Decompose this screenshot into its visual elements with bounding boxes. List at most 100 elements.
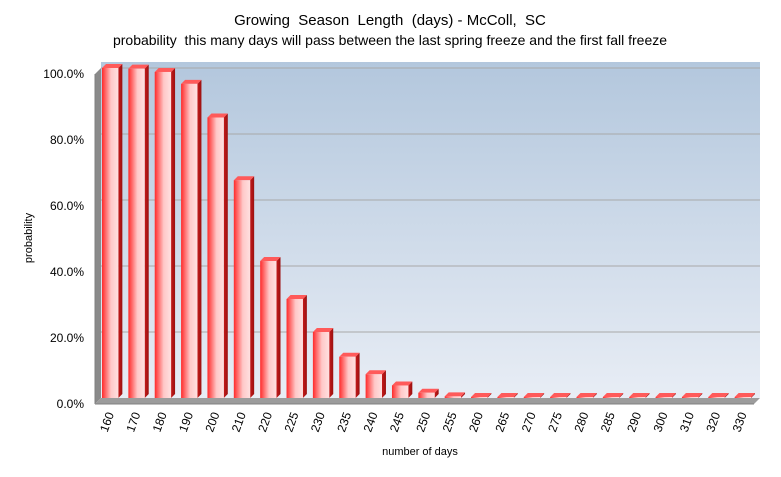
chart-title: Growing Season Length (days) - McColl, S… <box>234 12 546 29</box>
bar <box>497 393 518 398</box>
x-tick-label: 200 <box>202 410 222 434</box>
bar-top <box>471 393 492 397</box>
bar-front <box>681 397 699 398</box>
x-tick-label: 270 <box>519 410 539 434</box>
bar-side <box>513 393 518 398</box>
bar-top <box>312 328 334 332</box>
bar-top <box>418 388 439 393</box>
bar-front <box>576 397 593 398</box>
x-tick-label: 290 <box>624 410 644 434</box>
bar-top <box>734 393 755 397</box>
bar <box>391 381 413 398</box>
bar <box>655 393 676 398</box>
x-tick-label: 160 <box>97 410 117 434</box>
bar-top <box>629 393 650 397</box>
x-tick-label: 235 <box>334 410 354 434</box>
x-tick-label: 310 <box>677 410 697 434</box>
bar <box>181 79 202 398</box>
bar-front <box>655 397 672 398</box>
bar <box>523 393 545 398</box>
bar-side <box>434 388 439 398</box>
plot-side-wall <box>95 68 101 404</box>
y-tick-label: 80.0% <box>50 133 84 147</box>
bar-side <box>197 79 202 398</box>
bar-top <box>154 67 176 72</box>
x-tick-label: 170 <box>123 410 143 434</box>
bar-top <box>444 392 466 397</box>
bar-side <box>461 392 466 398</box>
x-tick-label: 220 <box>255 410 275 434</box>
bar-side <box>750 393 755 398</box>
bar <box>550 393 571 398</box>
bar-top <box>260 257 281 262</box>
bar-side <box>592 393 597 398</box>
bar-front <box>102 68 119 398</box>
x-tick-label: 225 <box>282 410 302 434</box>
x-tick-label: 240 <box>361 410 381 434</box>
bar-front <box>708 397 725 398</box>
bar-top <box>708 393 729 397</box>
bar-top <box>128 64 149 69</box>
bar-side <box>223 113 228 398</box>
bar-top <box>550 393 571 397</box>
bar-front <box>260 261 277 398</box>
x-tick-label: 300 <box>651 410 671 434</box>
x-tick-label: 320 <box>703 410 723 434</box>
x-tick-label: 260 <box>466 410 486 434</box>
bar-top <box>365 370 386 375</box>
x-tick-label: 210 <box>229 410 249 434</box>
y-tick-label: 100.0% <box>43 67 84 81</box>
bar <box>260 257 281 398</box>
bar <box>734 393 755 398</box>
bar-side <box>487 393 492 398</box>
x-tick-label: 190 <box>176 410 196 434</box>
y-tick-label: 0.0% <box>57 397 85 411</box>
bar-front <box>365 374 382 398</box>
bar <box>681 393 703 398</box>
bar-side <box>724 393 729 398</box>
x-tick-label: 285 <box>598 410 618 434</box>
bar-side <box>329 328 334 398</box>
bar <box>471 393 492 398</box>
bar-side <box>302 295 307 398</box>
x-tick-label: 250 <box>413 410 433 434</box>
bar-front <box>391 385 409 398</box>
bar-front <box>339 356 356 398</box>
x-axis-label: number of days <box>382 446 458 458</box>
bar-side <box>566 393 571 398</box>
y-tick-label: 60.0% <box>50 199 84 213</box>
bar-side <box>355 352 360 398</box>
bar-top <box>602 393 624 397</box>
bar-front <box>286 299 303 398</box>
y-axis-label: probability <box>23 212 35 263</box>
chart-subtitle: probability this many days will pass bet… <box>113 32 667 48</box>
bar-top <box>523 393 545 397</box>
bar-side <box>671 393 676 398</box>
bar-top <box>286 295 307 299</box>
x-tick-label: 330 <box>730 410 750 434</box>
x-tick-label: 245 <box>387 410 407 434</box>
bar-side <box>540 393 545 398</box>
bar <box>312 328 334 398</box>
bar-front <box>154 71 172 399</box>
x-tick-label: 280 <box>571 410 591 434</box>
x-tick-labels: 160 170 180 190 200 210 220 225 230 235 240 245 250 2… <box>97 410 750 434</box>
bar <box>444 392 466 398</box>
bar-front <box>602 397 620 398</box>
bar <box>128 64 149 398</box>
bar-side <box>250 176 255 398</box>
bar-top <box>233 176 255 181</box>
bar-side <box>276 257 281 398</box>
bar-front <box>734 397 751 398</box>
bar-top <box>576 393 597 397</box>
bar-top <box>102 64 123 68</box>
bar <box>708 393 729 398</box>
bar-top <box>391 381 413 386</box>
bar <box>207 113 228 398</box>
x-tick-label: 255 <box>440 410 460 434</box>
x-tick-label: 230 <box>308 410 328 434</box>
bar-side <box>645 393 650 398</box>
bar <box>418 388 439 398</box>
y-tick-labels: 0.0% 20.0% 40.0% 60.0% 80.0% 100.0% <box>43 67 84 411</box>
